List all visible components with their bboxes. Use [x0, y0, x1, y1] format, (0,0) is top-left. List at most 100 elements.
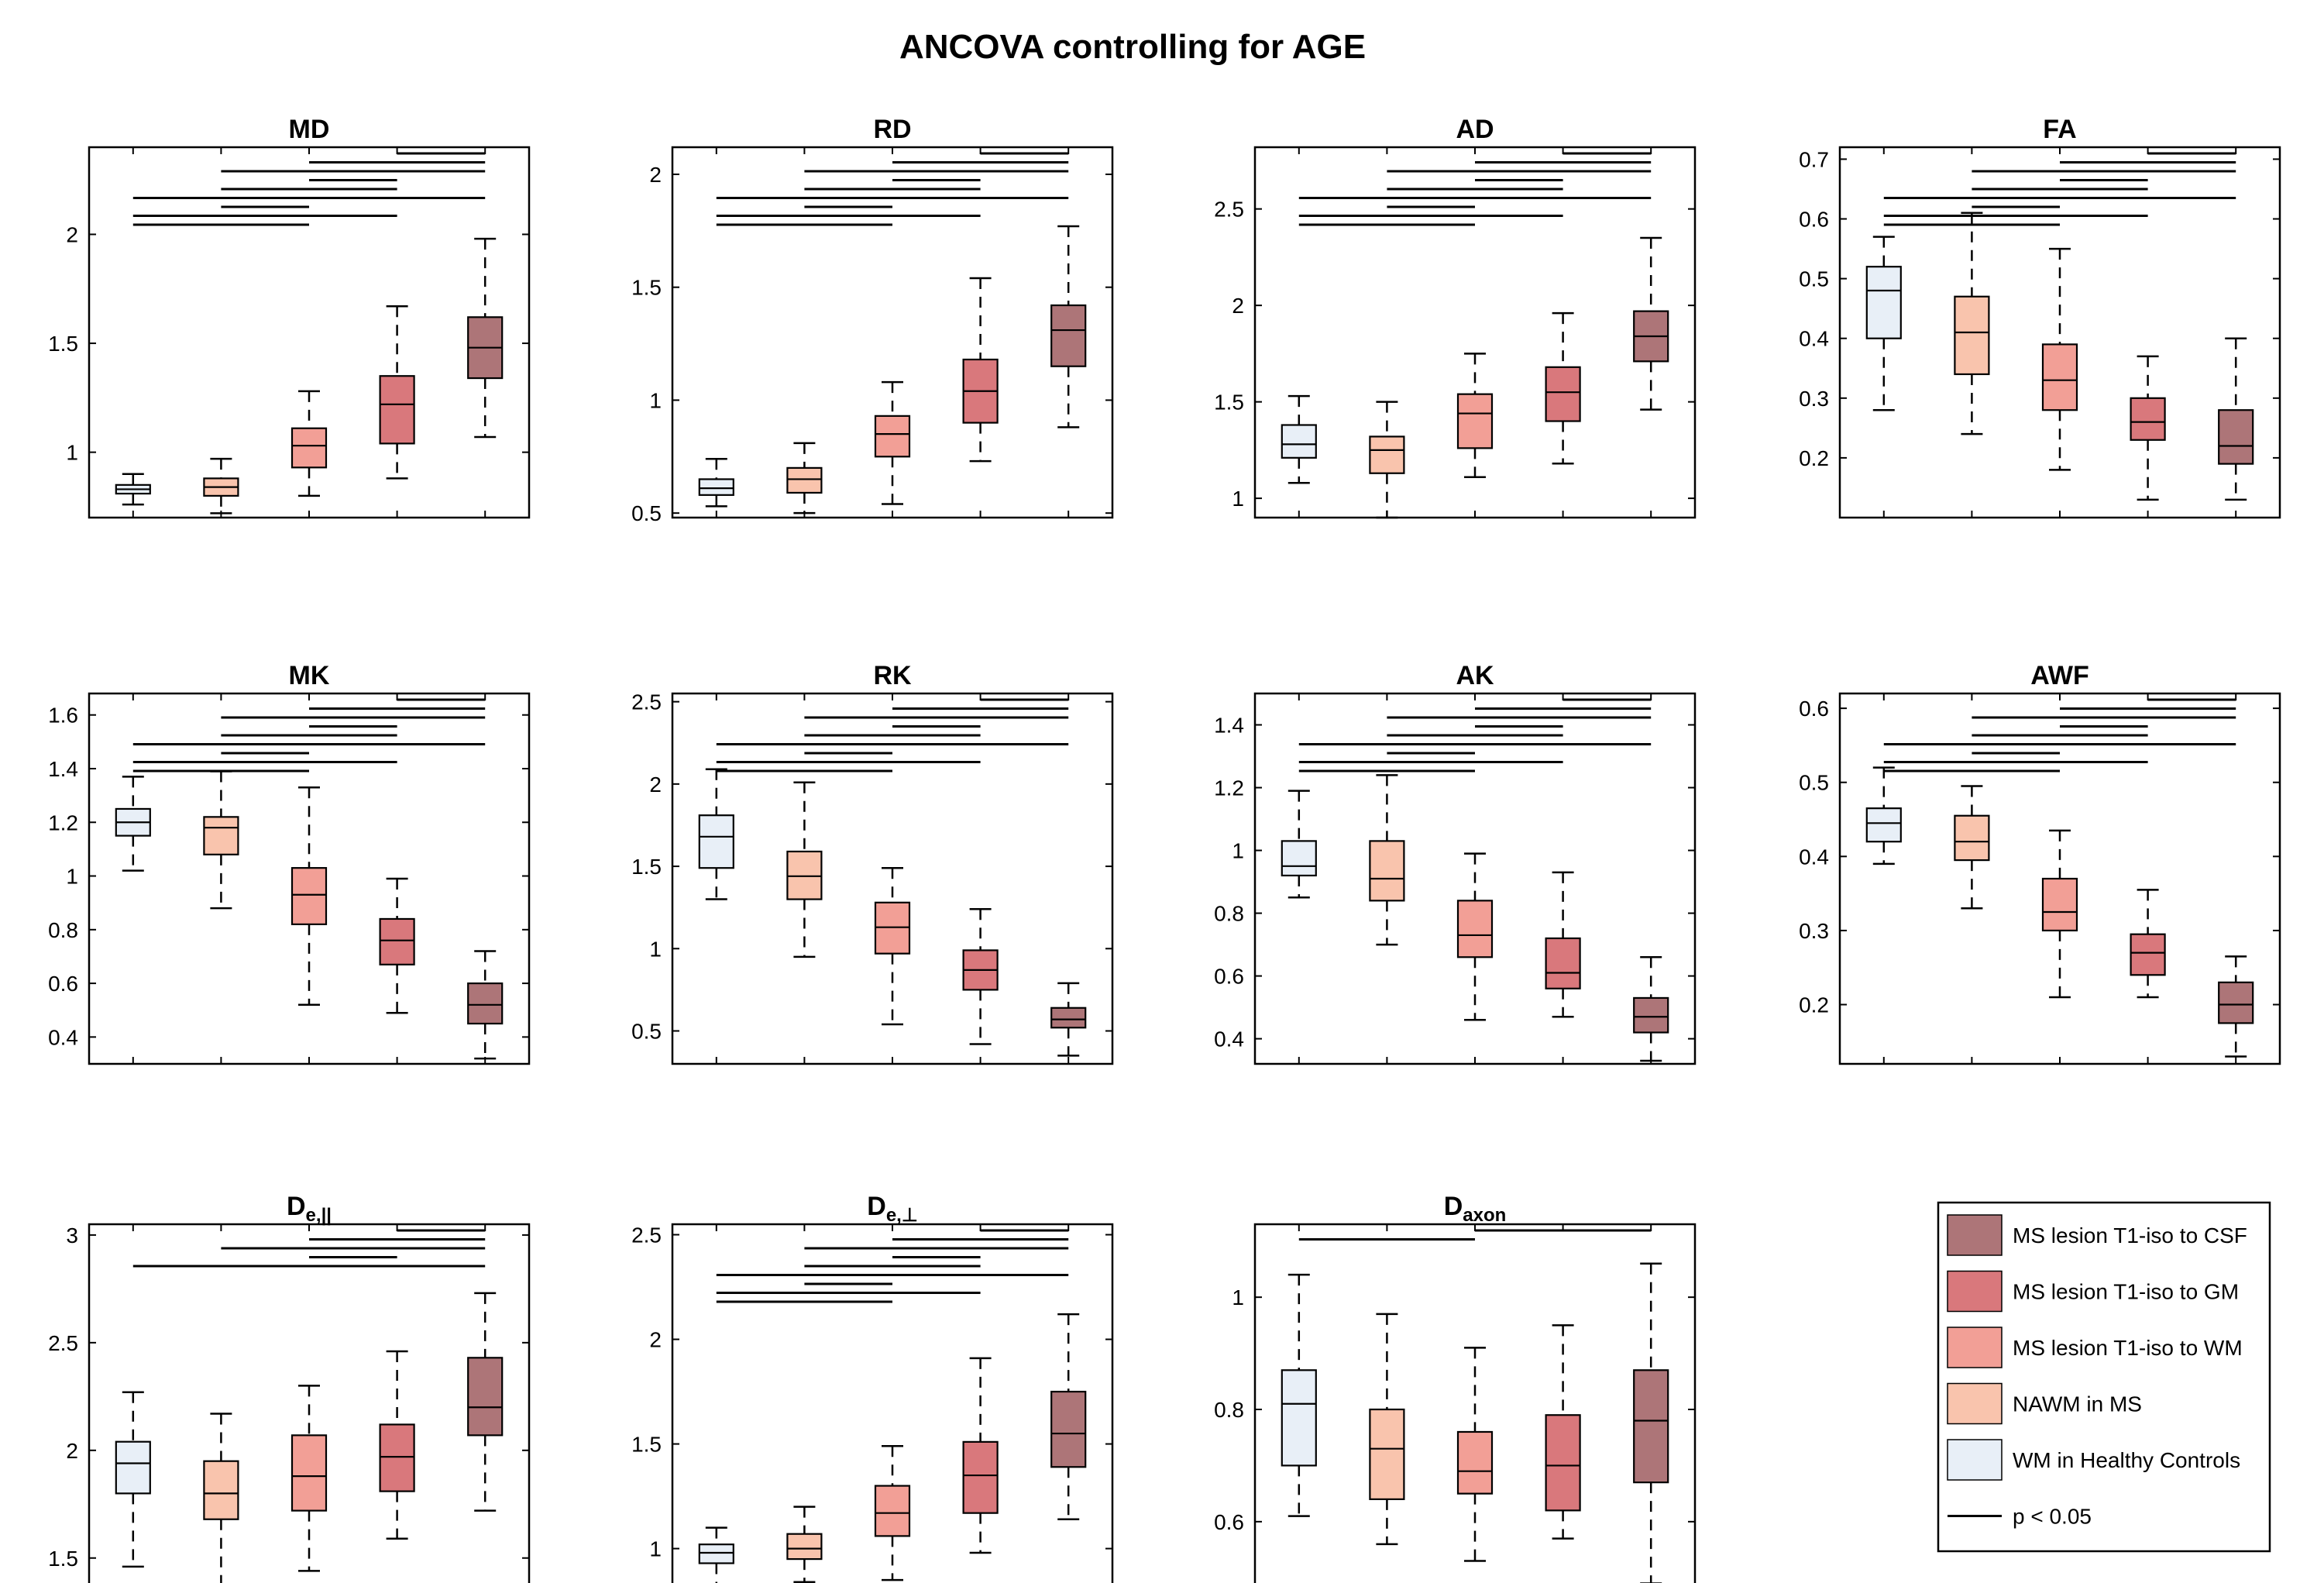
box-1 [115, 776, 151, 872]
box-2 [786, 1506, 823, 1583]
y-tick-label: 1.5 [48, 332, 78, 356]
box-1 [698, 457, 734, 508]
y-tick-label: 0.6 [1799, 697, 1829, 721]
box-2 [203, 770, 239, 910]
legend-item-significance: p < 0.05 [1948, 1505, 2092, 1529]
box-4 [379, 877, 415, 1014]
iqr-box [290, 427, 328, 469]
box-2 [1369, 774, 1405, 946]
box-2 [1369, 401, 1405, 519]
iqr-box [1954, 295, 1990, 376]
iqr-box [698, 814, 734, 869]
iqr-box [1369, 435, 1405, 474]
box-1 [115, 1391, 151, 1568]
y-tick-label: 0.5 [1799, 267, 1829, 291]
axes-frame [88, 1223, 531, 1583]
panel-MD: MD 1 1.5 2 [48, 115, 531, 519]
box-3 [290, 1385, 328, 1572]
iqr-box [1369, 840, 1405, 902]
box-4 [2130, 355, 2166, 501]
box-2 [1369, 1313, 1405, 1546]
box-1 [115, 473, 151, 506]
panel-title-subscript: axon [1463, 1205, 1506, 1226]
y-tick-label: 1 [649, 388, 662, 412]
iqr-box [874, 1485, 911, 1537]
y-tick-label: 2 [649, 773, 662, 797]
iqr-box [786, 466, 823, 494]
y-tick-label: 3 [66, 1223, 78, 1247]
y-tick-label: 1.4 [48, 757, 78, 781]
box-5 [1633, 956, 1669, 1062]
iqr-box [1865, 807, 1902, 843]
y-tick-label: 2.5 [631, 690, 662, 714]
panel-title: MK [289, 661, 330, 690]
y-tick-label: 0.8 [1214, 1398, 1244, 1422]
iqr-box [1633, 996, 1669, 1034]
y-tick-label: 2.5 [631, 1223, 662, 1247]
iqr-box [1050, 1390, 1087, 1468]
panel-title: AK [1456, 661, 1494, 690]
box-5 [1633, 1262, 1669, 1583]
panel-Daxon: Daxon 0.6 0.8 1 [1214, 1192, 1697, 1583]
legend-line-label: p < 0.05 [2013, 1505, 2092, 1529]
panel-AWF: AWF 0.2 0.3 0.4 0.5 0.6 [1799, 661, 2281, 1065]
y-tick-label: 0.4 [48, 1025, 78, 1049]
box-1 [1281, 790, 1317, 899]
y-tick-label: 0.3 [1799, 387, 1829, 411]
box-3 [2041, 829, 2078, 999]
panel-title: De,⊥ [867, 1192, 917, 1226]
iqr-box [1050, 1007, 1087, 1029]
y-tick-label: 1 [66, 441, 78, 465]
panel-AK: AK 0.4 0.6 0.8 1 1.2 1.4 [1214, 661, 1697, 1065]
y-tick-label: 1.4 [1214, 714, 1244, 738]
iqr-box [379, 917, 415, 965]
panel-title: De,|| [287, 1192, 332, 1226]
iqr-box [1865, 266, 1902, 339]
box-2 [203, 457, 239, 514]
y-tick-label: 0.6 [1214, 1510, 1244, 1534]
legend-swatch [1947, 1439, 2003, 1481]
box-4 [379, 1350, 415, 1540]
y-tick-label: 0.5 [631, 501, 662, 525]
iqr-box [1954, 814, 1990, 862]
box-4 [962, 908, 999, 1045]
iqr-box [874, 415, 911, 458]
y-tick-label: 0.2 [1799, 993, 1829, 1017]
box-5 [2218, 337, 2254, 501]
box-2 [786, 442, 823, 514]
box-3 [1456, 353, 1494, 478]
panel-De_par: De,|| 1.5 2 2.5 3 [48, 1192, 531, 1583]
box-3 [874, 1445, 911, 1581]
legend-frame [1937, 1201, 2271, 1553]
y-tick-label: 1 [649, 1537, 662, 1561]
y-tick-label: 2.5 [1214, 198, 1244, 222]
axes-frame [1253, 146, 1697, 519]
y-tick-label: 0.3 [1799, 919, 1829, 943]
legend-label: MS lesion T1-iso to CSF [2013, 1223, 2247, 1247]
y-tick-label: 1 [1232, 1285, 1244, 1309]
iqr-box [1456, 393, 1494, 449]
legend-item: MS lesion T1-iso to CSF [1947, 1214, 2247, 1256]
box-1 [1281, 394, 1317, 484]
iqr-box [1369, 1408, 1405, 1500]
y-tick-label: 1.5 [631, 276, 662, 300]
y-tick-label: 2.5 [48, 1331, 78, 1355]
iqr-box [1545, 1414, 1581, 1512]
box-4 [379, 305, 415, 480]
iqr-box [1281, 424, 1317, 459]
panel-title: RD [873, 115, 911, 144]
y-tick-label: 1.5 [631, 855, 662, 879]
iqr-box [1545, 937, 1581, 989]
box-3 [1456, 852, 1494, 1021]
legend-label: WM in Healthy Controls [2013, 1448, 2240, 1472]
y-tick-label: 0.6 [1214, 965, 1244, 989]
legend-item: NAWM in MS [1947, 1382, 2142, 1425]
legend-swatch [1947, 1270, 2003, 1313]
box-2 [1954, 785, 1990, 910]
y-tick-label: 2 [649, 1328, 662, 1352]
box-4 [1545, 1324, 1581, 1540]
box-3 [874, 380, 911, 505]
box-2 [786, 781, 823, 958]
iqr-box [2130, 397, 2166, 441]
box-5 [1633, 236, 1669, 411]
